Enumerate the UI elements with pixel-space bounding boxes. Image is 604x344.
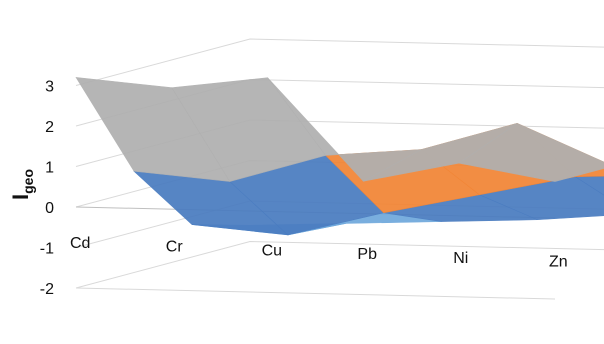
z-axis-title-sub: geo — [20, 169, 36, 194]
z-tick-label: -2 — [40, 281, 54, 298]
category-label-pb: Pb — [357, 246, 377, 263]
z-tick-label: 2 — [45, 119, 54, 136]
category-label-ni: Ni — [453, 250, 468, 267]
z-tick-label: 3 — [45, 79, 54, 96]
gridline-0 — [75, 38, 604, 86]
floor-front-edge — [75, 287, 556, 300]
label-layer: 3 2 1 0 -1 -2 Cd Cr Cu Pb Ni Zn — [40, 79, 568, 299]
category-label-zn: Zn — [549, 254, 568, 271]
surface-cell-4-2 — [574, 175, 604, 196]
z-axis-title: Igeo — [8, 169, 36, 200]
surface-layer — [75, 77, 604, 236]
gridline-5 — [75, 240, 604, 289]
z-tick-label: 1 — [45, 160, 54, 177]
z-tick-label: -1 — [40, 241, 54, 258]
z-axis-title-main: I — [8, 194, 33, 200]
category-label-cu: Cu — [262, 242, 282, 259]
surface-cell-4-0 — [458, 123, 604, 182]
z-tick-label: 0 — [45, 200, 54, 217]
category-label-cr: Cr — [166, 239, 184, 256]
category-label-cd: Cd — [70, 235, 90, 252]
